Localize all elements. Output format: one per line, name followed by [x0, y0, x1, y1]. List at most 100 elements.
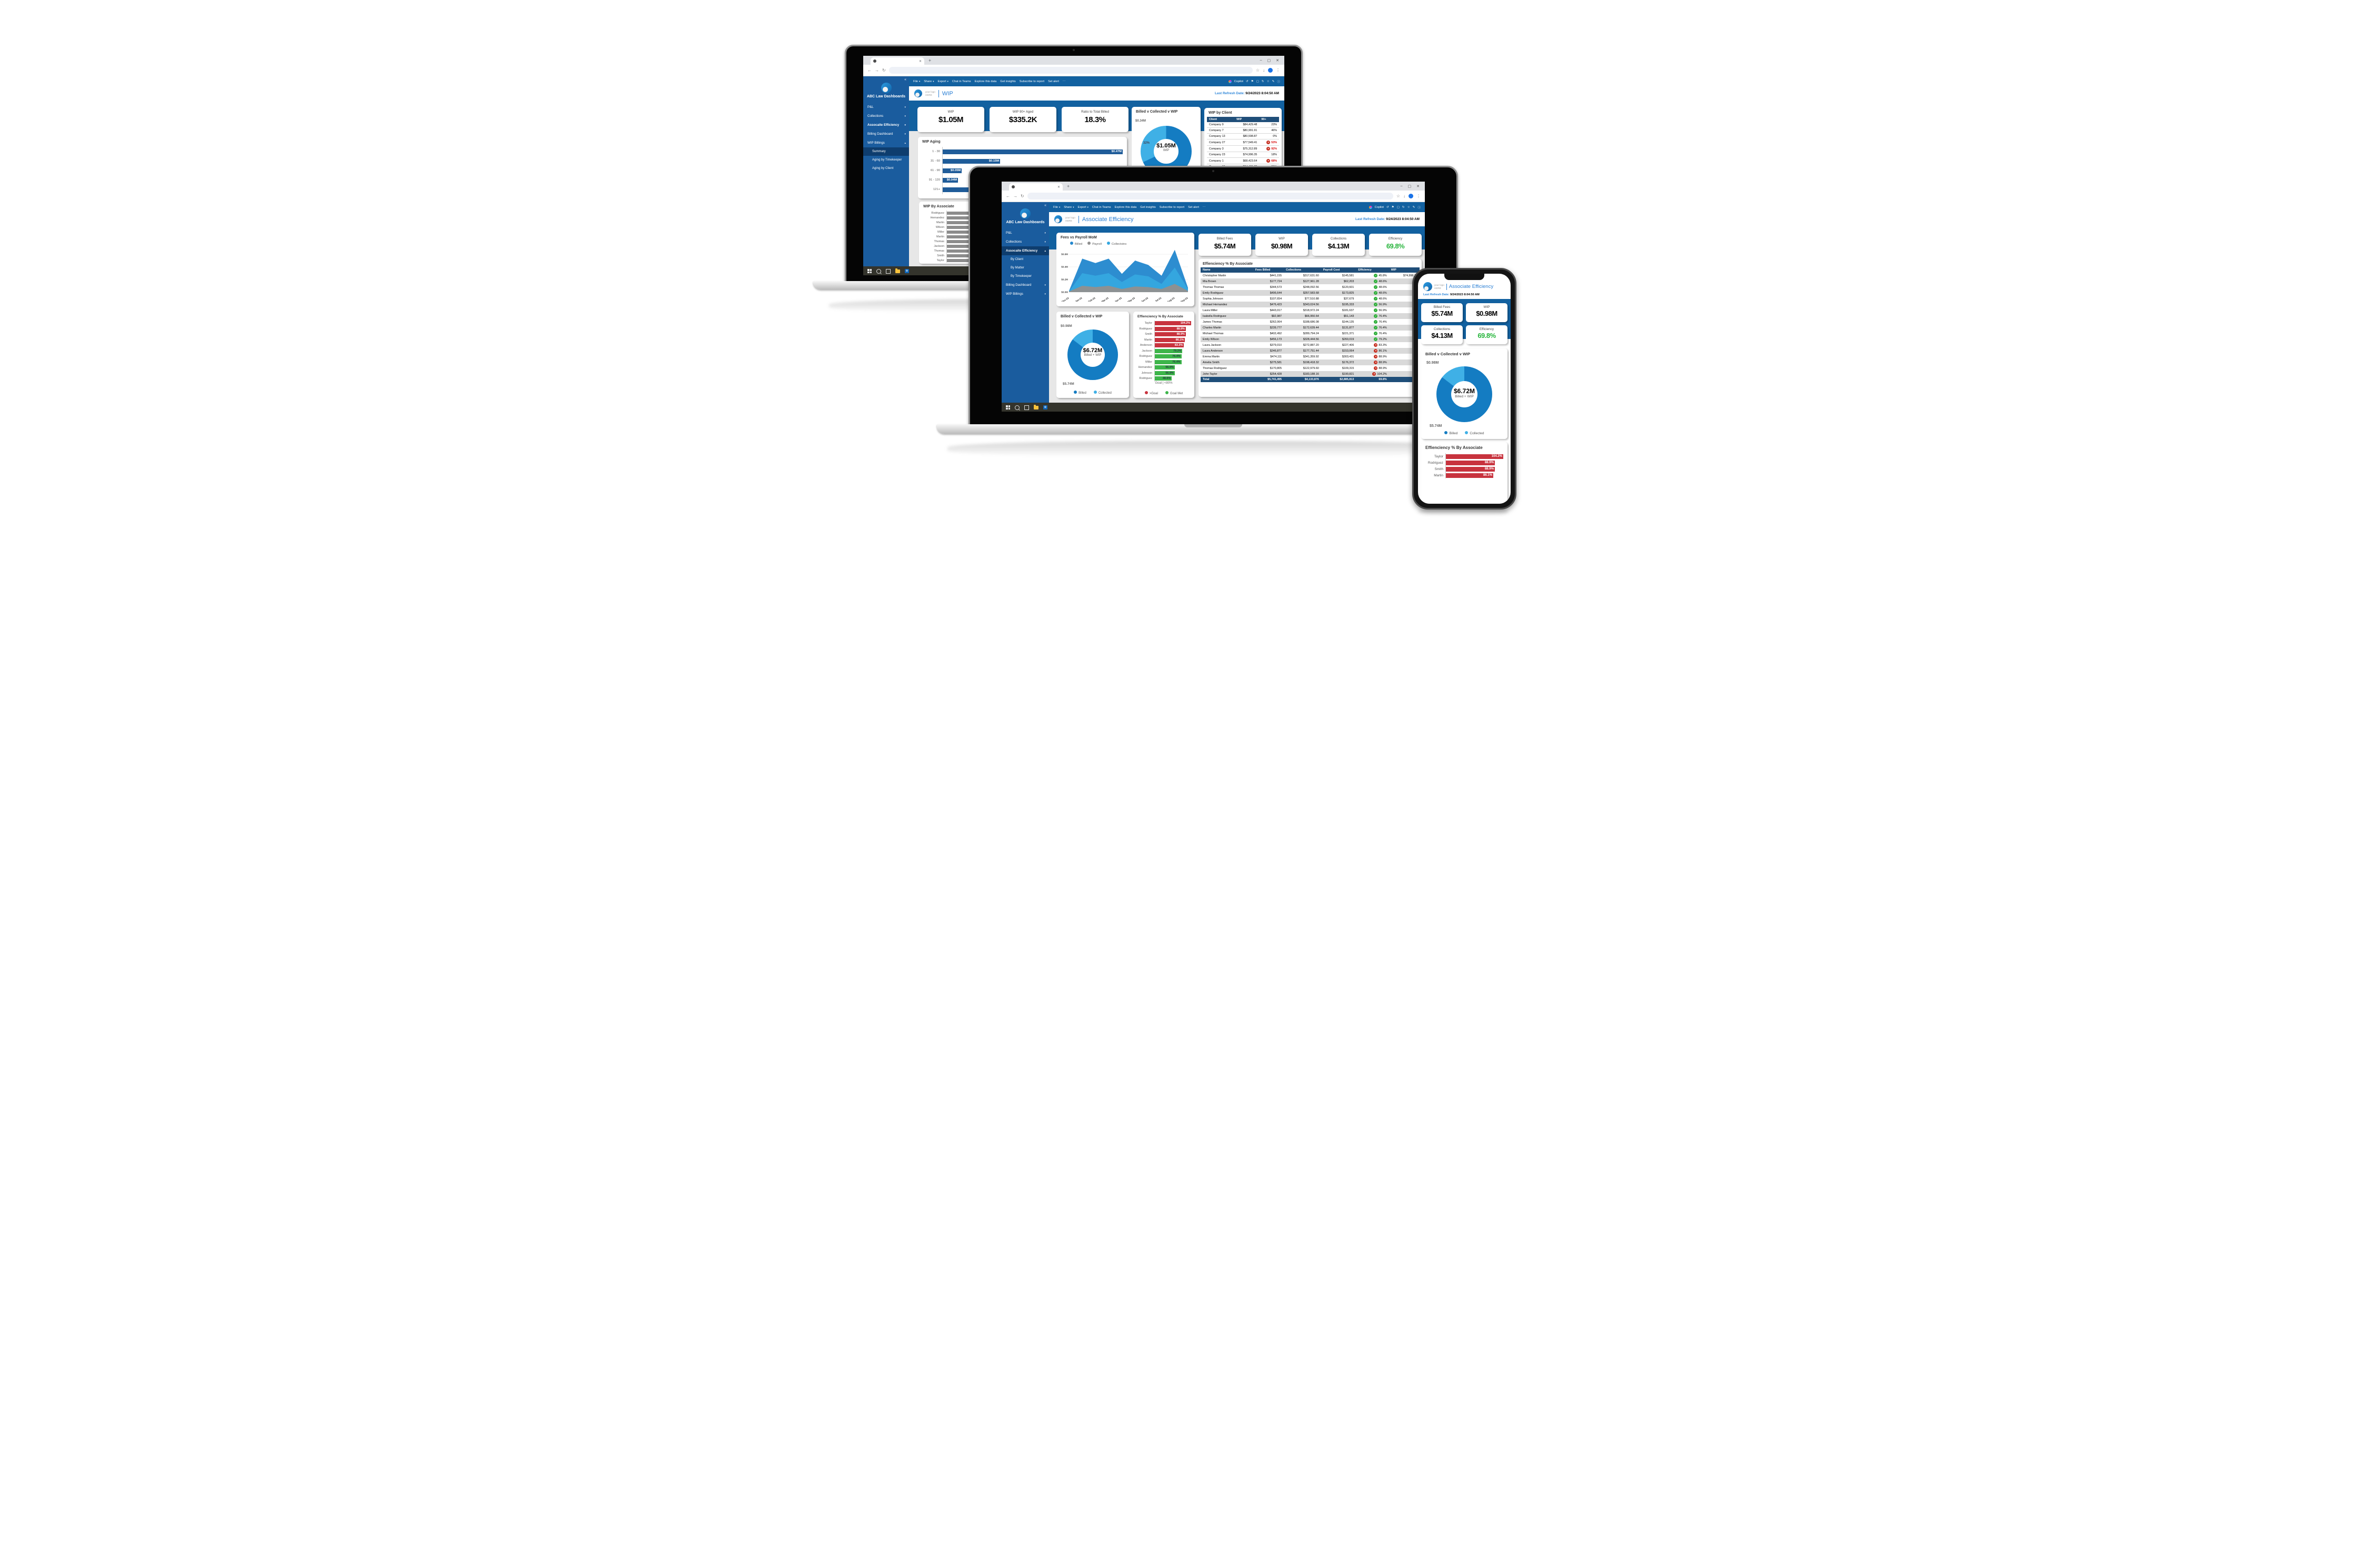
kpi-card-wip[interactable]: WIP $0.98M [1255, 234, 1308, 256]
refresh-icon[interactable]: ↻ [1262, 79, 1264, 83]
browser-back-icon[interactable]: ← [867, 68, 872, 73]
toolbar-item-set-alert[interactable]: Set alert [1188, 206, 1199, 209]
column-header-wip[interactable]: WIP [1389, 267, 1420, 273]
sidebar-item-p-l[interactable]: P&L ▾ [863, 103, 909, 112]
toolbar-item-file[interactable]: File ▾ [913, 80, 920, 83]
toolbar-more-icon[interactable]: ⋯ [1062, 79, 1066, 83]
bar[interactable]: 56.9% [1155, 371, 1175, 375]
address-bar[interactable] [1027, 193, 1393, 199]
donut-chart[interactable] [1067, 329, 1118, 380]
column-header-efficiency[interactable]: Efficiency [1356, 267, 1389, 273]
sidebar-item-assocaite-efficiency[interactable]: Assocaite Efficiency ▴ [1002, 246, 1049, 255]
table-row[interactable]: Thomas Rodriguez $170,805 $122,979.60 $109,… [1201, 365, 1420, 371]
sidebar-item-p-l[interactable]: P&L ▾ [1002, 228, 1049, 237]
bar-row-jackson[interactable]: Jackson 79.2% [1134, 348, 1191, 354]
bar-row-taylor[interactable]: Taylor 104.2% [1134, 321, 1191, 326]
table-row[interactable]: Laura Anderson $246,877 $177,751.44 $153,06… [1201, 348, 1420, 354]
table-row[interactable]: Emily Rodriguez $496,644 $357,583.68 $173,8… [1201, 290, 1420, 296]
copilot-button[interactable]: Copilot [1374, 205, 1384, 209]
sidebar-subitem-by-matter[interactable]: By Matter [1002, 264, 1049, 272]
kpi-card-wip[interactable]: WIP $1.05M [917, 107, 984, 132]
new-tab-button[interactable]: + [1067, 184, 1070, 189]
info-icon[interactable]: ⓘ [1417, 206, 1421, 209]
bar-row-anderson[interactable]: Anderson 83.3% [1134, 343, 1191, 348]
toolbar-item-share[interactable]: Share ▾ [1064, 206, 1074, 209]
kpi-card-ratio-to-total-billed[interactable]: Ratio to Total Billed 18.3% [1062, 107, 1128, 132]
table-row[interactable]: Christopher Martin $441,155 $317,631.60 $14… [1201, 273, 1420, 278]
bookmark-icon[interactable]: ⚑ [1251, 79, 1254, 83]
efficiency-bars-card[interactable]: Effienciency % By Associate Taylor 104.2%… [1133, 312, 1194, 398]
edit-icon[interactable]: ✎ [1412, 205, 1415, 209]
table-row[interactable]: Mia Brown $177,724 $127,961.28 $62,203 ✓ 48.6… [1201, 278, 1420, 284]
bar-row-martin[interactable]: Martin 86.1% [1134, 337, 1191, 343]
sidebar-subitem-summary[interactable]: Summary [863, 147, 909, 156]
sidebar-item-billing-dashboard[interactable]: Billing Dashboard ▾ [863, 129, 909, 138]
bar-row-rodriguez[interactable]: Rodriguez 48.6% [1134, 376, 1191, 382]
sidebar-subitem-aging-by-timekeeper[interactable]: Aging by Timekeeper [863, 156, 909, 164]
kpi-card-billed-fees[interactable]: Billed Fees $5.74M [1421, 303, 1463, 322]
kpi-card-wip[interactable]: WIP $0.98M [1466, 303, 1507, 322]
sidebar-item-collections[interactable]: Collections ▾ [1002, 237, 1049, 246]
bar[interactable]: 88.9% [1446, 466, 1495, 472]
bookmark-icon[interactable]: ⚑ [1391, 205, 1394, 209]
toolbar-item-subscribe-to-report[interactable]: Subscribe to report [1160, 206, 1184, 209]
table-row[interactable]: Company 27 $77,549.41 ✕ 53% [1207, 139, 1279, 146]
kpi-card-billed-fees[interactable]: Billed Fees $5.74M [1199, 234, 1251, 256]
browser-tab[interactable]: ✕ [1009, 183, 1063, 191]
bar-row-1-30[interactable]: 1 - 30 $0.47M [920, 147, 1123, 156]
view-icon[interactable]: ▢ [1256, 79, 1259, 83]
browser-menu-kebab-icon[interactable]: ⋮ [1416, 194, 1421, 198]
bar[interactable]: 83.3% [1155, 343, 1184, 348]
task-view-icon[interactable] [1024, 405, 1029, 410]
kpi-card-wip-90-aged[interactable]: WIP 90+ Aged $335.2K [990, 107, 1056, 132]
file-explorer-icon[interactable] [895, 268, 900, 273]
tab-close-icon[interactable]: ✕ [918, 59, 922, 63]
donut-card-billed-collected-wip[interactable]: Billed v Collected v WIP $0.98M $6.72M B… [1056, 312, 1129, 398]
favorite-icon[interactable]: ☆ [1407, 205, 1410, 209]
bar-row-taylor[interactable]: Taylor 104.2% [1422, 453, 1503, 460]
kpi-card-efficiency[interactable]: Efficiency 69.8% [1369, 234, 1422, 256]
table-row[interactable]: Company 23 $74,996.35 18% [1207, 152, 1279, 158]
sidebar-item-collections[interactable]: Collections ▾ [863, 112, 909, 121]
window-maximize-button[interactable]: ▢ [1407, 185, 1412, 188]
bar-row-rodriguez[interactable]: Rodriguez 88.9% [1134, 326, 1191, 332]
sidebar-item-assocaite-efficiency[interactable]: Assocaite Efficiency ▾ [863, 121, 909, 129]
column-header-wip[interactable]: WIP [1234, 117, 1260, 122]
table-row[interactable]: Michael Hernandez $476,423 $343,024.56 $195… [1201, 302, 1420, 307]
browser-back-icon[interactable]: ← [1006, 194, 1010, 198]
table-row[interactable]: Thomas Thomas $344,573 $248,092.56 $120,601… [1201, 284, 1420, 290]
bar[interactable]: $0.15M [943, 158, 1001, 164]
browser-forward-icon[interactable]: → [1013, 194, 1017, 198]
toolbar-item-file[interactable]: File ▾ [1053, 206, 1060, 209]
toolbar-item-get-insights[interactable]: Get insights [1140, 206, 1156, 209]
area-series-payroll[interactable] [1069, 284, 1188, 292]
bar[interactable]: $0.04M [943, 177, 958, 183]
bar[interactable]: 76.4% [1155, 354, 1182, 359]
download-icon[interactable]: ↓ [1403, 194, 1405, 198]
bar-row-miller[interactable]: Miller 76.4% [1134, 359, 1191, 365]
window-close-button[interactable]: ✕ [1416, 185, 1420, 188]
browser-reload-icon[interactable]: ↻ [882, 68, 886, 73]
profile-avatar[interactable] [1409, 194, 1413, 198]
toolbar-item-share[interactable]: Share ▾ [924, 80, 934, 83]
efficiency-bars-card[interactable]: Effienciency % By Associate Taylor 104.2%… [1421, 442, 1507, 504]
bar[interactable]: 48.6% [1155, 376, 1172, 381]
toolbar-item-explore-this-data[interactable]: Explore this data [975, 80, 997, 83]
copilot-button[interactable]: Copilot [1234, 79, 1243, 83]
table-row[interactable]: Laura Miller $443,017 $318,972.24 $181,637 ✓… [1201, 307, 1420, 313]
bar[interactable]: 104.2% [1446, 454, 1503, 459]
kpi-card-efficiency[interactable]: Efficiency 69.8% [1466, 325, 1507, 344]
column-header-name[interactable]: Name [1201, 267, 1253, 273]
kpi-card-collections[interactable]: Collections $4.13M [1312, 234, 1365, 256]
bar[interactable]: $0.47M [943, 149, 1123, 154]
fees-vs-payroll-card[interactable]: Fees vs Payroll MoM Billed Payroll Collect… [1056, 233, 1194, 306]
sidebar-collapse-icon[interactable]: « [1044, 204, 1046, 207]
bar-row-61-90[interactable]: 61 - 90 $0.05M [920, 166, 1123, 175]
sidebar-collapse-icon[interactable]: « [904, 78, 906, 82]
area-series-collectoins[interactable] [1069, 267, 1188, 292]
bar-row-smith[interactable]: Smith 88.9% [1134, 332, 1191, 337]
toolbar-item-get-insights[interactable]: Get insights [1000, 80, 1016, 83]
table-row[interactable]: James Thomas $262,064 $188,686.08 $144,135 ✓… [1201, 319, 1420, 325]
new-tab-button[interactable]: + [928, 58, 932, 63]
efficiency-table-card[interactable]: Effienciency % By Associate Name Fees Bil… [1199, 259, 1422, 397]
